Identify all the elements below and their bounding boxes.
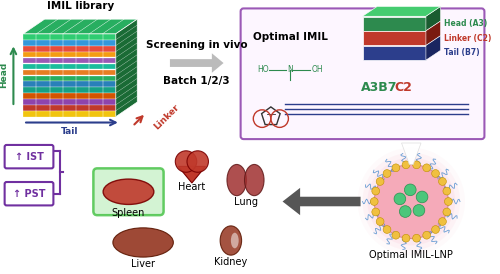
Circle shape [443,187,450,195]
Circle shape [392,231,400,239]
Text: Batch 1/2/3: Batch 1/2/3 [164,76,230,85]
Ellipse shape [244,164,264,196]
Circle shape [404,184,416,196]
Circle shape [432,170,440,177]
Bar [23,105,116,111]
Circle shape [402,234,410,242]
Circle shape [413,204,425,216]
Ellipse shape [227,164,246,196]
Circle shape [383,170,391,177]
FancyBboxPatch shape [4,145,54,168]
Bar [362,31,426,45]
Circle shape [383,226,391,233]
Circle shape [443,208,450,216]
FancyBboxPatch shape [94,168,164,215]
Polygon shape [402,143,421,164]
Circle shape [412,234,420,242]
Ellipse shape [220,226,242,255]
Circle shape [438,218,446,226]
FancyBboxPatch shape [240,8,484,139]
Bar [23,34,116,40]
Polygon shape [178,166,206,183]
Bar [23,87,116,93]
FancyBboxPatch shape [4,182,54,206]
Bar [23,76,116,81]
Bar [23,99,116,105]
Ellipse shape [113,228,174,257]
Bar [23,111,116,117]
Text: Tail: Tail [60,127,78,136]
Text: Linker (C2): Linker (C2) [444,34,492,43]
Circle shape [400,206,411,217]
Text: A3B7: A3B7 [360,81,397,94]
Text: IMIL library: IMIL library [46,1,114,11]
Circle shape [368,158,455,246]
Text: Optimal IMIL: Optimal IMIL [254,32,328,42]
Text: Optimal IMIL-LNP: Optimal IMIL-LNP [370,250,453,260]
Polygon shape [170,53,224,73]
Bar [362,46,426,60]
Circle shape [412,161,420,169]
Text: Screening in vivo: Screening in vivo [146,41,248,50]
Circle shape [372,208,380,216]
Bar [23,93,116,99]
Circle shape [372,187,380,195]
Polygon shape [426,21,440,45]
Text: Head: Head [0,62,8,88]
Text: Spleen: Spleen [112,208,145,218]
Circle shape [176,151,197,172]
Text: Head (A3): Head (A3) [444,19,488,28]
Text: Heart: Heart [178,182,206,192]
Polygon shape [282,188,360,215]
Polygon shape [426,7,440,31]
Circle shape [423,231,430,239]
Polygon shape [23,19,138,34]
Ellipse shape [231,233,238,248]
Text: Liver: Liver [131,259,155,269]
Text: HO: HO [257,65,269,74]
Ellipse shape [103,179,154,204]
Bar [23,70,116,75]
Polygon shape [116,19,138,117]
Circle shape [438,178,446,185]
Bar [23,52,116,58]
Bar [23,46,116,52]
Circle shape [423,164,430,172]
Circle shape [444,198,452,206]
Circle shape [362,153,460,250]
Circle shape [394,193,406,205]
Circle shape [187,151,208,172]
Polygon shape [426,36,440,60]
Circle shape [402,161,410,169]
Polygon shape [362,7,440,16]
Bar [23,40,116,46]
Circle shape [374,164,448,239]
Text: Kidney: Kidney [214,257,248,267]
Bar [23,81,116,87]
Text: OH: OH [312,65,324,74]
Text: Linker: Linker [152,102,180,131]
Circle shape [376,178,384,185]
Text: ↑ IST: ↑ IST [14,152,44,162]
Circle shape [392,164,400,172]
Circle shape [358,148,465,255]
Circle shape [432,226,440,233]
Text: Lung: Lung [234,196,258,207]
Circle shape [416,191,428,203]
Bar [23,58,116,63]
Bar [362,16,426,31]
Text: C2: C2 [394,81,412,94]
Text: Tail (B7): Tail (B7) [444,48,480,57]
Text: N: N [288,65,293,74]
Circle shape [376,218,384,226]
Circle shape [370,198,378,206]
Bar [23,64,116,69]
Text: ↑ PST: ↑ PST [13,189,46,199]
